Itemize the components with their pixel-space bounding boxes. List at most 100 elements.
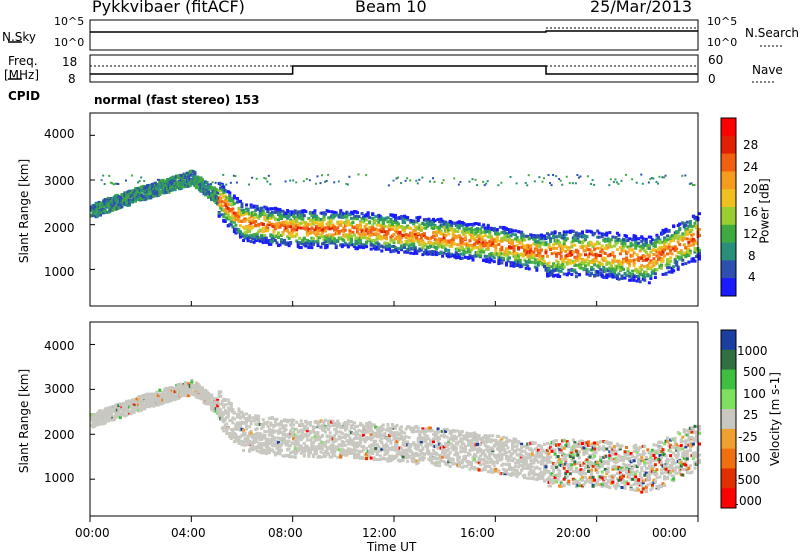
power-cell [311,222,315,226]
power-cell [485,230,489,234]
velocity-cell [273,443,277,447]
power-cell [242,218,245,222]
power-cell [333,228,337,232]
velocity-cell [111,418,115,422]
power-cell [678,234,682,238]
power-cell [588,259,592,263]
velocity-cell [275,439,279,443]
power-cell [266,223,270,227]
velocity-cell [289,434,293,438]
velocity-cell [263,436,267,440]
velocity-cell [258,434,262,438]
power-cell [687,240,691,244]
power-cell [219,206,223,210]
power-cell [684,262,688,266]
power-cell [220,200,224,204]
power-cell [185,174,188,177]
power-cell [325,245,329,249]
power-cell [123,196,127,200]
power-cell [603,232,607,236]
power-cell [529,246,533,250]
power-cell [380,217,384,221]
power-cell [558,269,562,273]
power-cell [150,191,154,195]
power-cell [246,228,250,232]
noise-search-label: N.Search [745,26,800,40]
velocity-cell [284,418,288,422]
power-cell [416,218,420,222]
power-cell [594,269,598,273]
velocity-cell [217,402,221,406]
power-cell [354,239,358,243]
velocity-cell [222,397,226,401]
power-cell [117,182,120,185]
power-cell [234,216,238,220]
power-cell [276,218,280,222]
power-cell [266,214,270,218]
power-cell [293,215,297,219]
velocity-cell [231,409,235,413]
power-cell [182,172,186,176]
power-cell [395,248,399,252]
power-cell [693,247,697,251]
power-cell [267,174,270,177]
velocity-cell [258,438,262,442]
power-cell [394,218,397,222]
power-cell [352,233,356,237]
power-cell [404,179,407,182]
power-cell [600,232,604,236]
power-cell [324,239,328,243]
power-cell [552,174,555,177]
velocity-cell [255,440,259,444]
power-cell [322,241,326,245]
power-cell [258,228,262,232]
power-cell [635,253,639,257]
velocity-cell [260,437,264,441]
power-cell [359,245,363,249]
power-cell [470,230,473,234]
velocity-cell [243,417,247,421]
power-cell [339,211,343,215]
power-cell [255,207,259,211]
power-cell [397,247,401,251]
power-cell [571,236,575,240]
power-cell [314,233,318,237]
velocity-cell [255,449,259,453]
power-cell [359,241,363,245]
power-cell [319,228,323,232]
power-cell [333,239,337,243]
power-cell [620,264,624,268]
velocity-cell [147,403,151,407]
power-cell [520,239,524,243]
power-cell [205,188,209,192]
power-cell [155,183,159,187]
velocity-cell [213,402,217,406]
power-cell [223,208,227,212]
power-cell [456,243,460,247]
power-cell [495,231,499,235]
power-cell [632,258,636,262]
velocity-cell [169,397,173,401]
power-cell [217,188,221,192]
velocity-cell [99,415,103,419]
power-cell [635,181,638,184]
power-cell [103,210,107,214]
power-cell [520,252,524,256]
power-cell [435,247,439,251]
power-cell [456,221,460,225]
velocity-cell [93,416,97,420]
velocity-cell [96,414,100,418]
power-cell [261,229,265,233]
power-cell [266,209,270,213]
power-cell [520,264,524,268]
power-cell [234,227,238,231]
power-cell [474,238,478,242]
power-cell [296,213,300,217]
power-cell [497,259,501,263]
power-cell [612,275,616,279]
power-cell [489,258,493,262]
power-cell [254,235,258,239]
power-cell [369,228,373,232]
power-cell [304,210,308,214]
power-cell [155,194,159,198]
